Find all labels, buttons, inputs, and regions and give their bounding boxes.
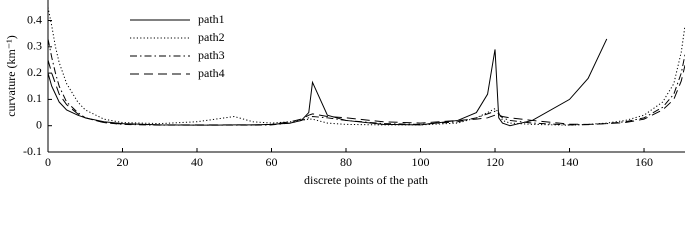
y-tick-label: 0.1: [27, 91, 42, 105]
legend-label: path3: [198, 48, 225, 62]
legend-label: path1: [198, 12, 225, 26]
x-tick-label: 60: [266, 155, 278, 169]
x-tick-label: 140: [561, 155, 579, 169]
x-axis-label: discrete points of the path: [304, 173, 428, 187]
x-tick-label: 0: [45, 155, 51, 169]
line-series: [47, 59, 685, 126]
x-tick-label: 100: [412, 155, 430, 169]
x-tick-label: 160: [635, 155, 653, 169]
x-tick-label: 120: [486, 155, 504, 169]
x-tick-label: 80: [340, 155, 352, 169]
y-tick-label: 0.4: [27, 12, 42, 26]
line-series: [47, 38, 685, 126]
y-tick-label: -0.1: [23, 144, 42, 158]
page: discrete points of the path curvature (k…: [3, 0, 685, 187]
chart: discrete points of the path curvature (k…: [4, 0, 685, 187]
line-series: [47, 38, 608, 127]
line-series: [47, 7, 685, 126]
legend-label: path4: [198, 66, 225, 80]
y-tick-label: 0: [36, 117, 42, 131]
y-tick-label: 0.3: [27, 39, 42, 53]
x-tick-label: 40: [191, 155, 203, 169]
x-tick-label: 20: [117, 155, 129, 169]
y-axis-label: curvature (km⁻¹): [4, 35, 18, 117]
y-tick-label: 0.2: [27, 65, 42, 79]
legend-label: path2: [198, 30, 225, 44]
